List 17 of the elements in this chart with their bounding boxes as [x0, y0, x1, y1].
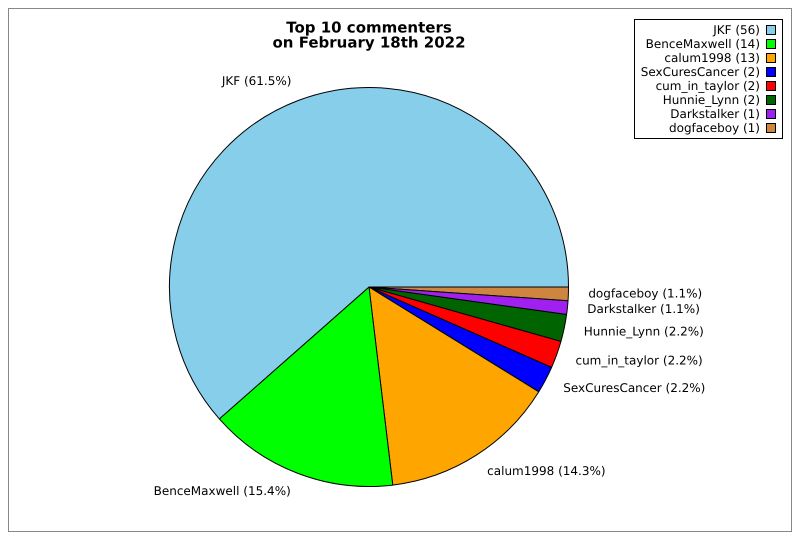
data-label: JKF (61.5%): [220, 74, 292, 88]
legend-label: SexCuresCancer (2): [640, 65, 760, 79]
legend-label: JKF (56): [713, 23, 760, 37]
data-label: cum_in_taylor (2.2%): [575, 353, 703, 368]
legend-label: dogfaceboy (1): [668, 121, 760, 135]
legend-label: cum_in_taylor (2): [656, 79, 760, 93]
data-label: SexCuresCancer (2.2%): [563, 381, 706, 396]
data-label: BenceMaxwell (15.4%): [154, 484, 291, 498]
text: Top 10 commenters on February 18th 2022: [272, 18, 466, 52]
legend-label: calum1998 (13): [664, 51, 760, 65]
legend-label: Hunnie_Lynn (2): [662, 93, 760, 107]
data-label: Hunnie_Lynn (2.2%): [584, 324, 704, 338]
legend-label: Darkstalker (1): [670, 107, 760, 121]
legend-label: BenceMaxwell (14): [646, 37, 760, 51]
data-label: calum1998 (14.3%): [487, 464, 606, 478]
data-label: dogfaceboy (1.1%): [588, 286, 702, 301]
data-label: Darkstalker (1.1%): [587, 302, 700, 316]
